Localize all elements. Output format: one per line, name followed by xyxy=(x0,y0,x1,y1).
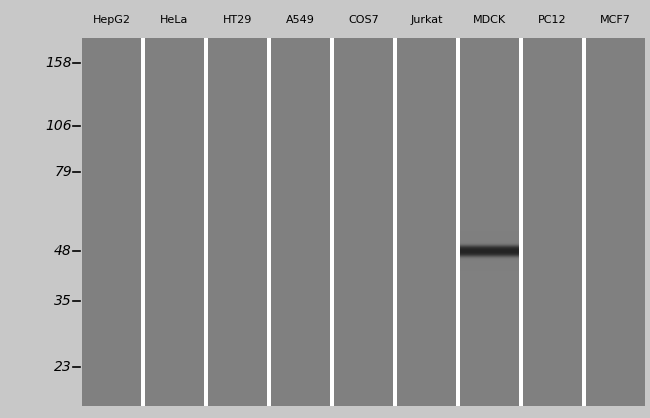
Text: 23: 23 xyxy=(54,360,72,374)
Bar xyxy=(456,38,460,406)
Text: 79: 79 xyxy=(54,166,72,179)
Bar xyxy=(208,38,267,406)
Bar xyxy=(82,38,141,406)
Bar xyxy=(267,38,271,406)
Text: HT29: HT29 xyxy=(223,15,252,25)
Text: Jurkat: Jurkat xyxy=(410,15,443,25)
Text: 35: 35 xyxy=(54,294,72,308)
Bar xyxy=(141,38,145,406)
Text: 48: 48 xyxy=(54,244,72,258)
Bar xyxy=(586,38,645,406)
Bar xyxy=(460,38,519,406)
Text: 106: 106 xyxy=(46,119,72,133)
Text: 158: 158 xyxy=(46,56,72,70)
Bar xyxy=(145,38,204,406)
Text: A549: A549 xyxy=(286,15,315,25)
Text: PC12: PC12 xyxy=(538,15,567,25)
Text: COS7: COS7 xyxy=(348,15,379,25)
Bar xyxy=(330,38,334,406)
Text: MDCK: MDCK xyxy=(473,15,506,25)
Text: MCF7: MCF7 xyxy=(600,15,631,25)
Bar xyxy=(397,38,456,406)
Bar xyxy=(519,38,523,406)
Bar xyxy=(271,38,330,406)
Bar xyxy=(334,38,393,406)
Bar xyxy=(523,38,582,406)
Text: HeLa: HeLa xyxy=(161,15,188,25)
Text: HepG2: HepG2 xyxy=(92,15,131,25)
Bar xyxy=(393,38,397,406)
Bar xyxy=(204,38,208,406)
Bar xyxy=(582,38,586,406)
